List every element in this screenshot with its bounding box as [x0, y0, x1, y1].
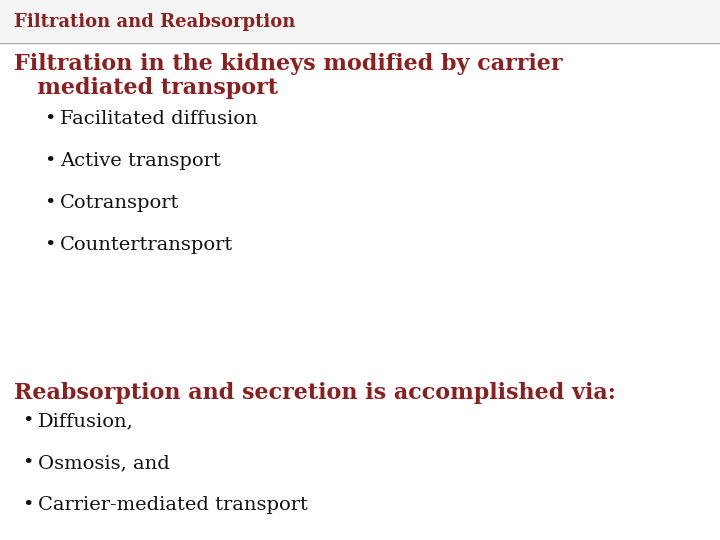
Text: Diffusion,: Diffusion,	[38, 412, 134, 430]
Text: Countertransport: Countertransport	[60, 236, 233, 254]
Text: •: •	[22, 454, 33, 472]
Text: Reabsorption and secretion is accomplished via:: Reabsorption and secretion is accomplish…	[14, 382, 616, 404]
Text: •: •	[44, 110, 55, 128]
Text: •: •	[44, 152, 55, 170]
Text: •: •	[22, 496, 33, 514]
Text: Facilitated diffusion: Facilitated diffusion	[60, 110, 258, 128]
Text: •: •	[44, 194, 55, 212]
Text: •: •	[44, 236, 55, 254]
Text: Filtration and Reabsorption: Filtration and Reabsorption	[14, 13, 295, 31]
Text: Cotransport: Cotransport	[60, 194, 179, 212]
Text: Osmosis, and: Osmosis, and	[38, 454, 170, 472]
Text: Filtration in the kidneys modified by carrier: Filtration in the kidneys modified by ca…	[14, 53, 562, 75]
Text: Carrier-mediated transport: Carrier-mediated transport	[38, 496, 308, 514]
Text: Active transport: Active transport	[60, 152, 221, 170]
Text: mediated transport: mediated transport	[14, 77, 278, 99]
Text: •: •	[22, 412, 33, 430]
Bar	[0, 0, 720, 40]
